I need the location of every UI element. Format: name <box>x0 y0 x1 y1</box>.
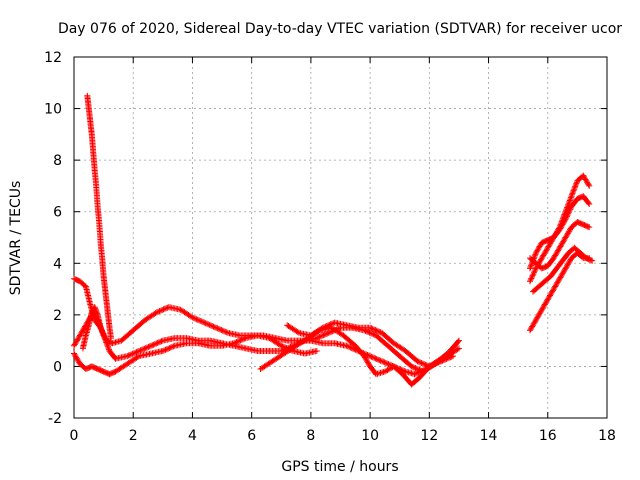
data-series-s5 <box>284 319 457 370</box>
plus-markers <box>527 193 593 272</box>
plus-markers <box>530 244 596 295</box>
y-tick-label: -2 <box>48 411 62 427</box>
series-layer <box>71 92 596 388</box>
x-tick-label: 4 <box>188 428 197 444</box>
x-tick-label: 12 <box>420 428 438 444</box>
y-tick-label: 0 <box>53 359 62 375</box>
y-axis-label: SDTVAR / TECUs <box>8 181 24 296</box>
x-tick-label: 6 <box>247 428 256 444</box>
y-tick-label: 12 <box>44 50 62 66</box>
y-tick-label: 10 <box>44 102 62 118</box>
plus-markers <box>257 324 457 388</box>
data-series-s12 <box>530 244 596 295</box>
x-axis-label: GPS time / hours <box>281 459 398 475</box>
plus-markers <box>527 219 593 272</box>
chart-title: Day 076 of 2020, Sidereal Day-to-day VTE… <box>58 21 622 37</box>
x-tick-label: 0 <box>70 428 79 444</box>
data-series-s7 <box>79 304 104 352</box>
axis-ticks: 0 2 4 6 8 10 12 14 16 18 -2 0 2 4 6 8 10 12 <box>44 50 616 444</box>
y-tick-label: 8 <box>53 153 62 169</box>
plus-markers <box>84 92 115 342</box>
x-tick-label: 18 <box>598 428 616 444</box>
y-tick-label: 4 <box>53 256 62 272</box>
x-tick-label: 2 <box>129 428 138 444</box>
grid-lines <box>74 57 607 418</box>
data-series-s6 <box>84 92 115 342</box>
x-tick-label: 10 <box>361 428 379 444</box>
y-tick-label: 6 <box>53 205 62 221</box>
plus-markers <box>284 319 457 370</box>
x-tick-label: 16 <box>539 428 557 444</box>
plus-markers <box>79 304 104 352</box>
data-series-s10 <box>527 219 593 272</box>
y-tick-label: 2 <box>53 308 62 324</box>
data-series-s9 <box>527 193 593 272</box>
plot-frame <box>73 56 608 419</box>
x-tick-label: 8 <box>306 428 315 444</box>
data-series-s4 <box>257 324 457 388</box>
x-tick-label: 14 <box>480 428 498 444</box>
